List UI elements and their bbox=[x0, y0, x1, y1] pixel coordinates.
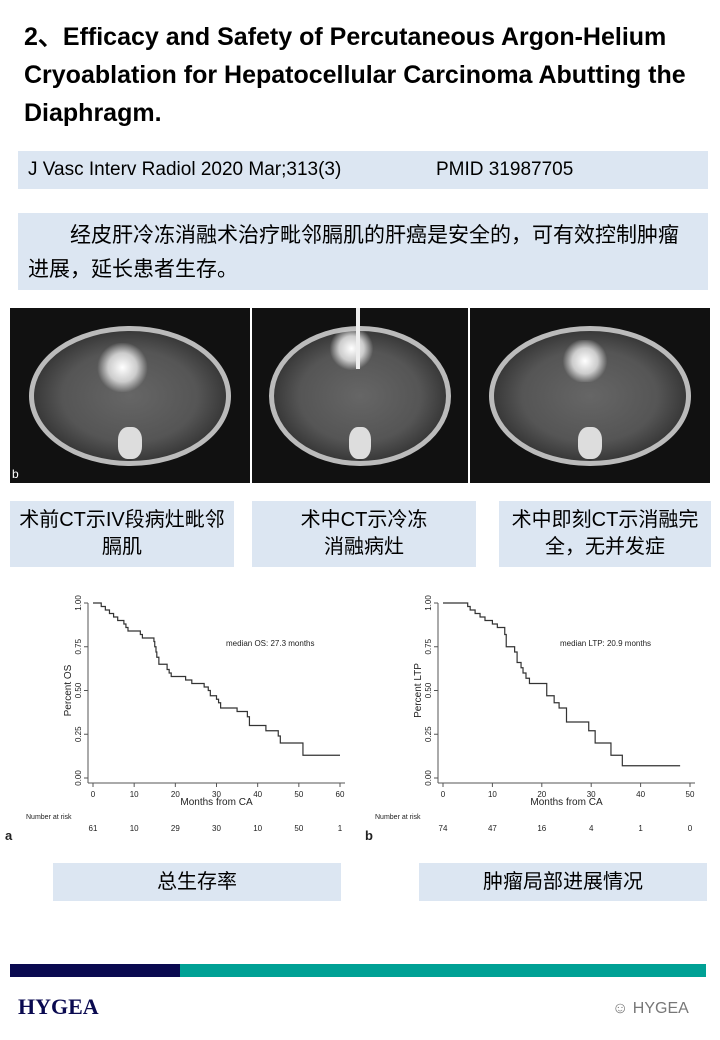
y-tick-label: 0.25 bbox=[74, 726, 83, 742]
ct-image-postop bbox=[470, 308, 710, 483]
risk-count: 16 bbox=[537, 824, 546, 833]
risk-count: 10 bbox=[130, 824, 139, 833]
y-tick-label: 0.50 bbox=[74, 682, 83, 698]
y-tick-label: 0.00 bbox=[424, 770, 433, 786]
risk-count: 61 bbox=[89, 824, 98, 833]
x-tick-label: 30 bbox=[587, 790, 596, 799]
y-tick-label: 0.75 bbox=[424, 638, 433, 654]
ct-image-preop: b bbox=[10, 308, 250, 483]
caption-intraop: 术中CT示冷冻消融病灶 bbox=[252, 501, 476, 567]
risk-count: 1 bbox=[638, 824, 643, 833]
y-tick-label: 0.50 bbox=[424, 682, 433, 698]
y-tick-label: 0.00 bbox=[74, 770, 83, 786]
risk-table-label: Number at risk bbox=[26, 814, 72, 821]
label-overall-survival: 总生存率 bbox=[53, 863, 341, 901]
risk-count: 47 bbox=[488, 824, 497, 833]
y-tick-label: 1.00 bbox=[74, 595, 83, 611]
risk-count: 10 bbox=[253, 824, 262, 833]
x-axis-label: Months from CA bbox=[180, 797, 253, 808]
x-tick-label: 10 bbox=[130, 790, 139, 799]
journal-citation: J Vasc Interv Radiol 2020 Mar;313(3) bbox=[28, 159, 342, 180]
x-tick-label: 10 bbox=[488, 790, 497, 799]
x-tick-label: 50 bbox=[294, 790, 303, 799]
label-local-progression: 肿瘤局部进展情况 bbox=[419, 863, 707, 901]
x-tick-label: 0 bbox=[91, 790, 96, 799]
km-chart-os: 0.00 0.25 0.50 0.75 1.00 0 10 20 30 40 50 60 Months … bbox=[5, 595, 345, 843]
panel-label: b bbox=[365, 828, 373, 843]
x-tick-label: 40 bbox=[253, 790, 262, 799]
y-axis-label: Percent LTP bbox=[413, 663, 424, 718]
risk-table-label: Number at risk bbox=[375, 814, 421, 821]
caption-postop: 术中即刻CT示消融完全，无并发症 bbox=[499, 501, 711, 567]
watermark: ☺ HYGEA bbox=[612, 1000, 689, 1017]
risk-count: 30 bbox=[212, 824, 221, 833]
risk-count: 0 bbox=[688, 824, 693, 833]
median-annotation: median OS: 27.3 months bbox=[226, 639, 315, 648]
y-tick-label: 0.75 bbox=[74, 638, 83, 654]
wechat-icon: ☺ bbox=[612, 1000, 633, 1017]
risk-count: 4 bbox=[589, 824, 594, 833]
y-axis-label: Percent OS bbox=[63, 664, 74, 716]
y-tick-label: 1.00 bbox=[424, 595, 433, 611]
ct-image-intraop bbox=[252, 308, 468, 483]
page-title: 2、Efficacy and Safety of Percutaneous Ar… bbox=[24, 23, 686, 127]
km-curve bbox=[93, 602, 340, 756]
x-tick-label: 60 bbox=[336, 790, 345, 799]
risk-count: 1 bbox=[338, 824, 343, 833]
x-tick-label: 20 bbox=[171, 790, 180, 799]
risk-count: 50 bbox=[294, 824, 303, 833]
median-annotation: median LTP: 20.9 months bbox=[560, 639, 651, 648]
image-corner-label: b bbox=[12, 467, 19, 481]
citation-box: J Vasc Interv Radiol 2020 Mar;313(3) PMI… bbox=[18, 151, 708, 189]
caption-preop: 术前CT示IV段病灶毗邻膈肌 bbox=[10, 501, 234, 567]
risk-count: 29 bbox=[171, 824, 180, 833]
pmid: PMID 31987705 bbox=[436, 159, 574, 180]
x-tick-label: 40 bbox=[636, 790, 645, 799]
x-tick-label: 50 bbox=[686, 790, 695, 799]
x-tick-label: 20 bbox=[537, 790, 546, 799]
footer-bar-teal bbox=[180, 964, 706, 977]
footer-bar-navy bbox=[10, 964, 180, 977]
x-tick-label: 30 bbox=[212, 790, 221, 799]
y-tick-label: 0.25 bbox=[424, 726, 433, 742]
hygea-logo: HYGEA bbox=[18, 994, 99, 1019]
x-tick-label: 0 bbox=[441, 790, 446, 799]
x-axis-label: Months from CA bbox=[530, 797, 603, 808]
panel-label: a bbox=[5, 828, 13, 843]
summary-text: 经皮肝冷冻消融术治疗毗邻膈肌的肝癌是安全的，可有效控制肿瘤进展，延长患者生存。 bbox=[18, 213, 708, 290]
km-curve bbox=[443, 602, 681, 767]
risk-count: 74 bbox=[439, 824, 448, 833]
